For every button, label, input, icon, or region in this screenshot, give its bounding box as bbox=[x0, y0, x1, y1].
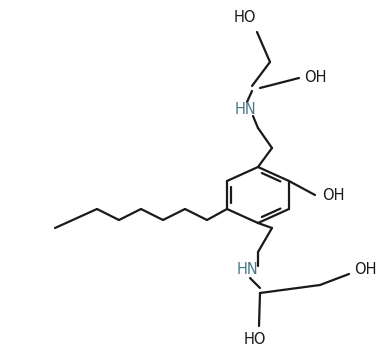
Text: OH: OH bbox=[304, 71, 326, 85]
Text: HN: HN bbox=[234, 102, 256, 118]
Text: HO: HO bbox=[234, 10, 256, 25]
Text: OH: OH bbox=[322, 188, 344, 202]
Text: OH: OH bbox=[354, 262, 376, 278]
Text: HO: HO bbox=[244, 333, 266, 348]
Text: HN: HN bbox=[237, 262, 259, 278]
